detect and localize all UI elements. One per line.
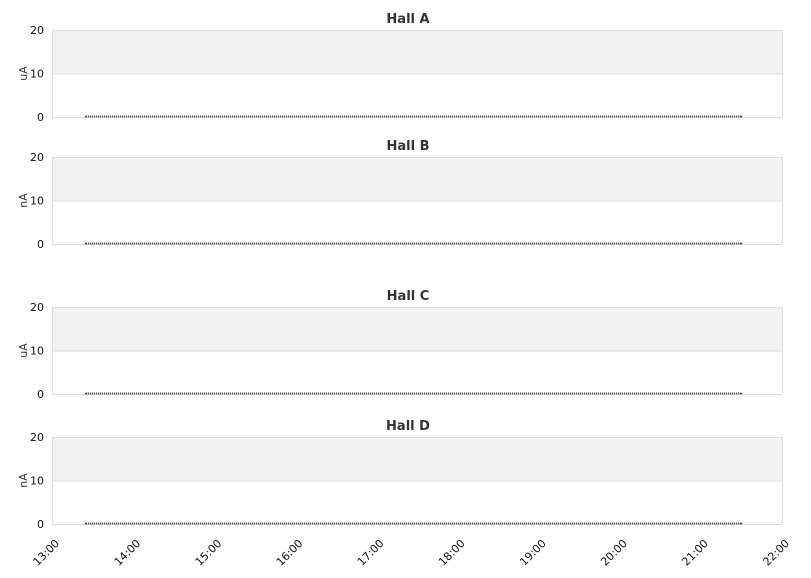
data-point <box>84 115 87 118</box>
data-point <box>84 242 87 245</box>
x-tick-label: 13:00 <box>31 537 63 569</box>
y-tick-label: 10 <box>30 68 44 81</box>
y-tick-label: 10 <box>30 345 44 358</box>
y-tick-label: 0 <box>37 388 44 401</box>
y-axis-label: uA <box>17 66 30 81</box>
panel-hall-d: 0 10 20 Hall D nA 13:00 14:00 15:00 16:00 17:00 18… <box>17 419 792 569</box>
plot-band <box>52 157 782 201</box>
y-tick-label: 0 <box>37 111 44 124</box>
chart-title: Hall A <box>386 12 429 27</box>
data-point <box>740 522 743 525</box>
data-point <box>740 392 743 395</box>
y-tick-label: 10 <box>30 475 44 488</box>
data-point <box>740 115 743 118</box>
y-tick-label: 10 <box>30 195 44 208</box>
data-point <box>84 392 87 395</box>
x-tick-label: 20:00 <box>598 537 630 569</box>
x-tick-label: 14:00 <box>112 537 144 569</box>
plot-band <box>52 437 782 481</box>
chart-title: Hall C <box>387 289 430 304</box>
x-tick-label: 18:00 <box>436 537 468 569</box>
chart-title: Hall D <box>386 419 430 434</box>
x-tick-label: 16:00 <box>274 537 306 569</box>
plot-band <box>52 30 782 74</box>
panel-hall-c: 0 10 20 Hall C uA <box>17 289 783 401</box>
x-tick-label: 17:00 <box>355 537 387 569</box>
plot-band <box>52 307 782 351</box>
y-tick-label: 20 <box>30 301 44 314</box>
x-tick-label: 19:00 <box>517 537 549 569</box>
x-tick-label: 15:00 <box>193 537 225 569</box>
panel-hall-b: 0 10 20 Hall B nA <box>17 139 783 251</box>
y-tick-label: 0 <box>37 238 44 251</box>
y-tick-label: 0 <box>37 518 44 531</box>
y-tick-label: 20 <box>30 151 44 164</box>
y-axis-label: nA <box>17 193 30 208</box>
y-axis-label: uA <box>17 343 30 358</box>
y-axis-label: nA <box>17 473 30 488</box>
data-point <box>84 522 87 525</box>
x-tick-label: 22:00 <box>761 537 793 569</box>
x-tick-label: 21:00 <box>679 537 711 569</box>
y-tick-label: 20 <box>30 24 44 37</box>
panel-hall-a: 0 10 20 Hall A uA <box>17 12 783 124</box>
y-tick-label: 20 <box>30 431 44 444</box>
chart-title: Hall B <box>387 139 430 154</box>
data-point <box>740 242 743 245</box>
